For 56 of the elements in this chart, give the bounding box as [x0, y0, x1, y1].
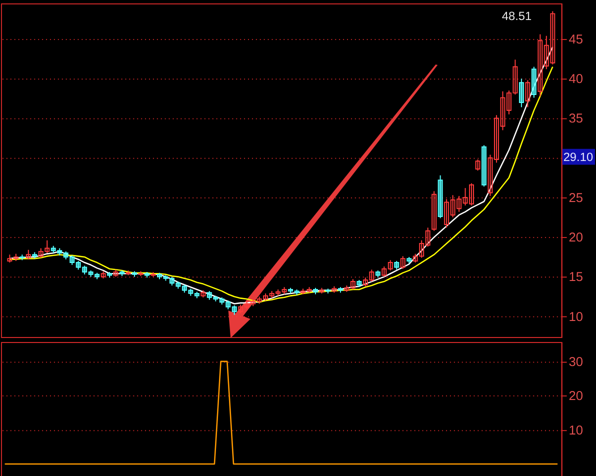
candlestick [94, 272, 100, 280]
candlestick [438, 174, 443, 219]
candlestick [432, 190, 437, 232]
candlestick [406, 256, 412, 264]
candlestick [26, 249, 31, 260]
candlestick [169, 276, 174, 286]
candlestick [232, 304, 237, 316]
candlestick [338, 286, 343, 294]
y-tick-label: 15 [568, 269, 584, 284]
y-tick-label: 25 [568, 190, 584, 205]
candlestick [206, 290, 212, 300]
candlestick [176, 281, 181, 290]
candlestick [356, 279, 362, 288]
candlestick [156, 272, 162, 280]
candlestick [182, 284, 187, 294]
candlestick [482, 144, 486, 187]
y-tick-label: 40 [568, 71, 584, 86]
y-tick-label: 20 [568, 230, 584, 245]
candlestick [531, 66, 536, 98]
y-tick-label: 10 [568, 422, 584, 438]
candlestick [375, 270, 380, 278]
candlestick [70, 254, 75, 266]
candlestick [475, 159, 480, 172]
y-tick-label: 10 [568, 308, 584, 324]
annotation: 48.51 [502, 9, 532, 24]
candlestick [50, 245, 56, 254]
candlestick [120, 270, 124, 276]
candlestick [57, 248, 62, 256]
candlestick [525, 80, 530, 108]
candlestick [326, 288, 330, 294]
candlestick [219, 296, 224, 306]
candlestick [294, 288, 300, 296]
candlestick [313, 287, 318, 295]
candlestick [76, 260, 81, 270]
candlestick [20, 254, 25, 261]
candlestick [163, 274, 168, 282]
candlestick [226, 300, 231, 310]
y-tick-label: 20 [568, 388, 584, 404]
candlestick [144, 272, 150, 278]
text: 29.10 [563, 150, 594, 164]
candlestick [518, 78, 524, 108]
candlestick [394, 260, 400, 270]
y-tick-label: 45 [568, 32, 584, 46]
candlestick [63, 250, 68, 260]
candlestick [213, 295, 218, 302]
candlestick [288, 287, 294, 294]
candlestick [88, 270, 94, 278]
candlestick [107, 272, 112, 278]
candlestick [400, 256, 406, 270]
candlestick [188, 288, 194, 296]
candlestick [82, 265, 88, 275]
y-tick-label: 30 [568, 354, 584, 369]
y-tick-label: 35 [568, 110, 584, 126]
candlestick [32, 252, 38, 260]
candlestick [194, 291, 200, 299]
candlestick [132, 270, 137, 278]
